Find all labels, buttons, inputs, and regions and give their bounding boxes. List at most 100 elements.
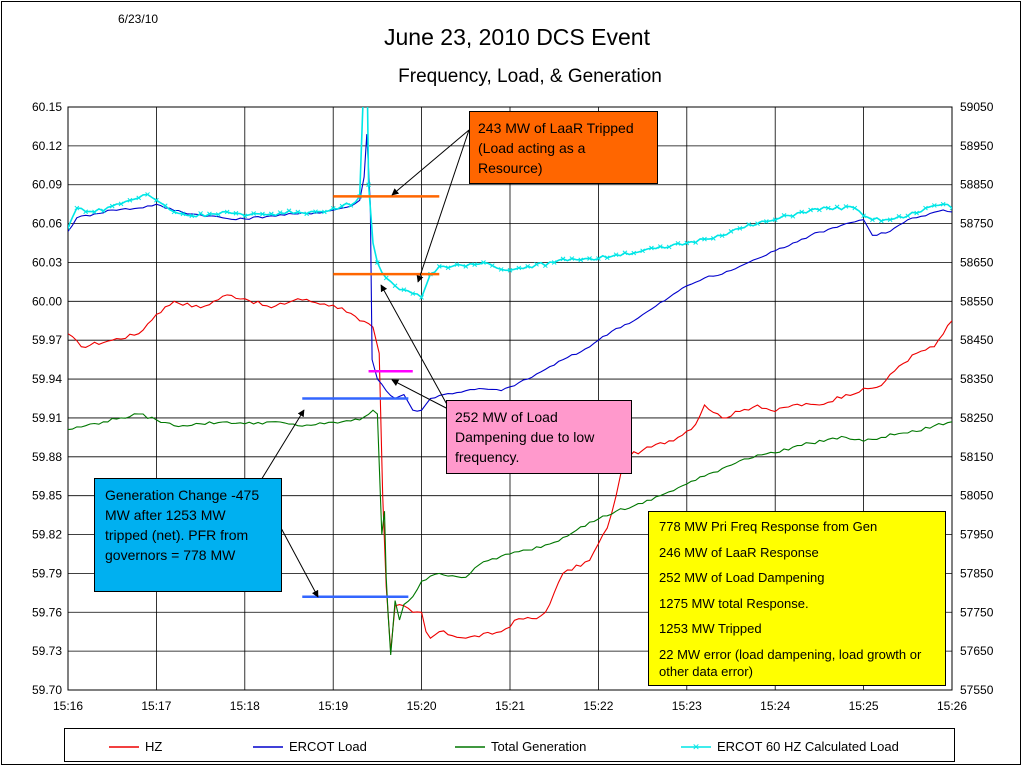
data-point bbox=[410, 291, 416, 296]
annotation-arrows bbox=[257, 129, 470, 598]
data-point bbox=[366, 182, 371, 188]
x-tick-label: 15:25 bbox=[849, 699, 879, 713]
legend-label-calc-load: ERCOT 60 HZ Calculated Load bbox=[717, 739, 899, 754]
series-line-hz bbox=[68, 294, 952, 652]
y-tick-label-left: 59.76 bbox=[32, 605, 62, 619]
data-point bbox=[949, 205, 952, 211]
data-point bbox=[808, 207, 813, 213]
arrow-generation-upper bbox=[257, 409, 305, 486]
y-tick-label-left: 60.00 bbox=[32, 294, 62, 308]
data-point bbox=[472, 262, 477, 267]
data-point bbox=[233, 210, 239, 216]
data-point bbox=[154, 197, 159, 203]
data-point bbox=[746, 222, 752, 227]
chart-title: June 23, 2010 DCS Event bbox=[384, 24, 650, 50]
data-point bbox=[401, 287, 407, 293]
summary-line: 1275 MW total Response. bbox=[659, 595, 809, 611]
y-tick-label-right: 58350 bbox=[960, 372, 994, 386]
y-tick-label-right: 57650 bbox=[960, 644, 994, 658]
data-point bbox=[640, 248, 645, 254]
data-point bbox=[878, 218, 884, 224]
data-point bbox=[693, 240, 698, 245]
series-line-total-generation bbox=[68, 409, 952, 656]
data-point bbox=[719, 233, 725, 239]
x-tick-label: 15:16 bbox=[53, 699, 83, 713]
data-point bbox=[684, 240, 690, 246]
y-tick-label-right: 58250 bbox=[960, 411, 994, 425]
legend-swatch-total-generation bbox=[455, 745, 485, 748]
arrow-laar-upper bbox=[391, 129, 470, 196]
data-point bbox=[251, 211, 256, 216]
arrow-damping-bar bbox=[391, 379, 451, 411]
data-point bbox=[772, 217, 778, 223]
y-tick-label-left: 59.94 bbox=[32, 372, 62, 386]
x-tick-label: 15:18 bbox=[230, 699, 260, 713]
data-point bbox=[498, 267, 504, 272]
y-tick-label-right: 57850 bbox=[960, 566, 994, 580]
data-point bbox=[162, 203, 168, 209]
y-tick-label-right: 59050 bbox=[960, 100, 994, 114]
y-tick-label-right: 58750 bbox=[960, 217, 994, 231]
arrow-damping-calc bbox=[380, 284, 451, 411]
data-point bbox=[569, 256, 575, 261]
y-tick-label-left: 59.88 bbox=[32, 450, 62, 464]
damping-annotation: 252 MW of Load Dampening due to low freq… bbox=[446, 400, 632, 474]
data-point bbox=[896, 214, 902, 219]
data-point bbox=[313, 209, 318, 215]
data-point bbox=[852, 205, 858, 211]
data-point bbox=[675, 241, 681, 246]
data-point bbox=[392, 283, 398, 289]
data-point bbox=[375, 260, 380, 265]
marker-lines bbox=[302, 195, 440, 598]
data-point bbox=[189, 213, 195, 219]
data-point bbox=[790, 213, 796, 219]
laar-annotation: 243 MW of LaaR Tripped (Load acting as a… bbox=[469, 111, 658, 184]
legend-label-total-generation: Total Generation bbox=[491, 739, 587, 754]
y-tick-label-left: 60.15 bbox=[32, 100, 62, 114]
data-point bbox=[363, 47, 367, 51]
data-point bbox=[551, 260, 557, 265]
data-point bbox=[923, 205, 928, 211]
data-point bbox=[489, 263, 495, 268]
summary-line: 22 MW error (load dampening, load growth… bbox=[659, 646, 922, 679]
series-markers-ercot-60-hz-calculated-load bbox=[68, 47, 952, 300]
legend-swatch-ercot-load bbox=[253, 745, 283, 748]
svg-text:✕: ✕ bbox=[692, 743, 700, 751]
y-tick-label-left: 60.12 bbox=[32, 139, 62, 153]
data-point bbox=[436, 263, 442, 269]
data-point bbox=[419, 295, 424, 300]
data-point bbox=[171, 209, 177, 215]
y-tick-label-left: 60.06 bbox=[32, 217, 62, 231]
y-tick-label-right: 58950 bbox=[960, 139, 994, 153]
y-tick-label-right: 58650 bbox=[960, 255, 994, 269]
data-point bbox=[834, 204, 840, 210]
x-tick-label: 15:21 bbox=[495, 699, 525, 713]
y-axis-left: 60.15 60.12 60.09 60.06 60.03 60.00 59.97 59.94… bbox=[32, 100, 62, 697]
y-tick-label-left: 59.97 bbox=[32, 333, 62, 347]
y-tick-label-right: 57550 bbox=[960, 683, 994, 697]
x-tick-label: 15:20 bbox=[407, 699, 437, 713]
data-point bbox=[604, 255, 610, 261]
data-point bbox=[931, 203, 937, 208]
series-layer bbox=[68, 47, 952, 656]
legend-label-ercot-load: ERCOT Load bbox=[289, 739, 367, 754]
data-point bbox=[887, 217, 893, 223]
y-tick-label-right: 58450 bbox=[960, 333, 994, 347]
data-point bbox=[101, 208, 106, 214]
data-point bbox=[710, 236, 716, 241]
data-point bbox=[781, 213, 787, 218]
data-point bbox=[268, 211, 274, 217]
x-axis: 15:16 15:17 15:18 15:19 15:20 15:21 15:22 15:23… bbox=[53, 699, 967, 713]
summary-line: 1253 MW Tripped bbox=[659, 621, 762, 637]
y-tick-label-right: 58050 bbox=[960, 489, 994, 503]
legend-item-hz: HZ bbox=[109, 739, 162, 754]
x-tick-label: 15:23 bbox=[672, 699, 702, 713]
data-point bbox=[905, 213, 911, 219]
slide-date: 6/23/10 bbox=[118, 12, 159, 26]
arrow-laar-lower bbox=[416, 129, 470, 283]
data-point bbox=[224, 209, 230, 215]
data-point bbox=[463, 263, 469, 269]
data-point bbox=[242, 213, 248, 219]
y-tick-label-left: 59.82 bbox=[32, 528, 62, 542]
